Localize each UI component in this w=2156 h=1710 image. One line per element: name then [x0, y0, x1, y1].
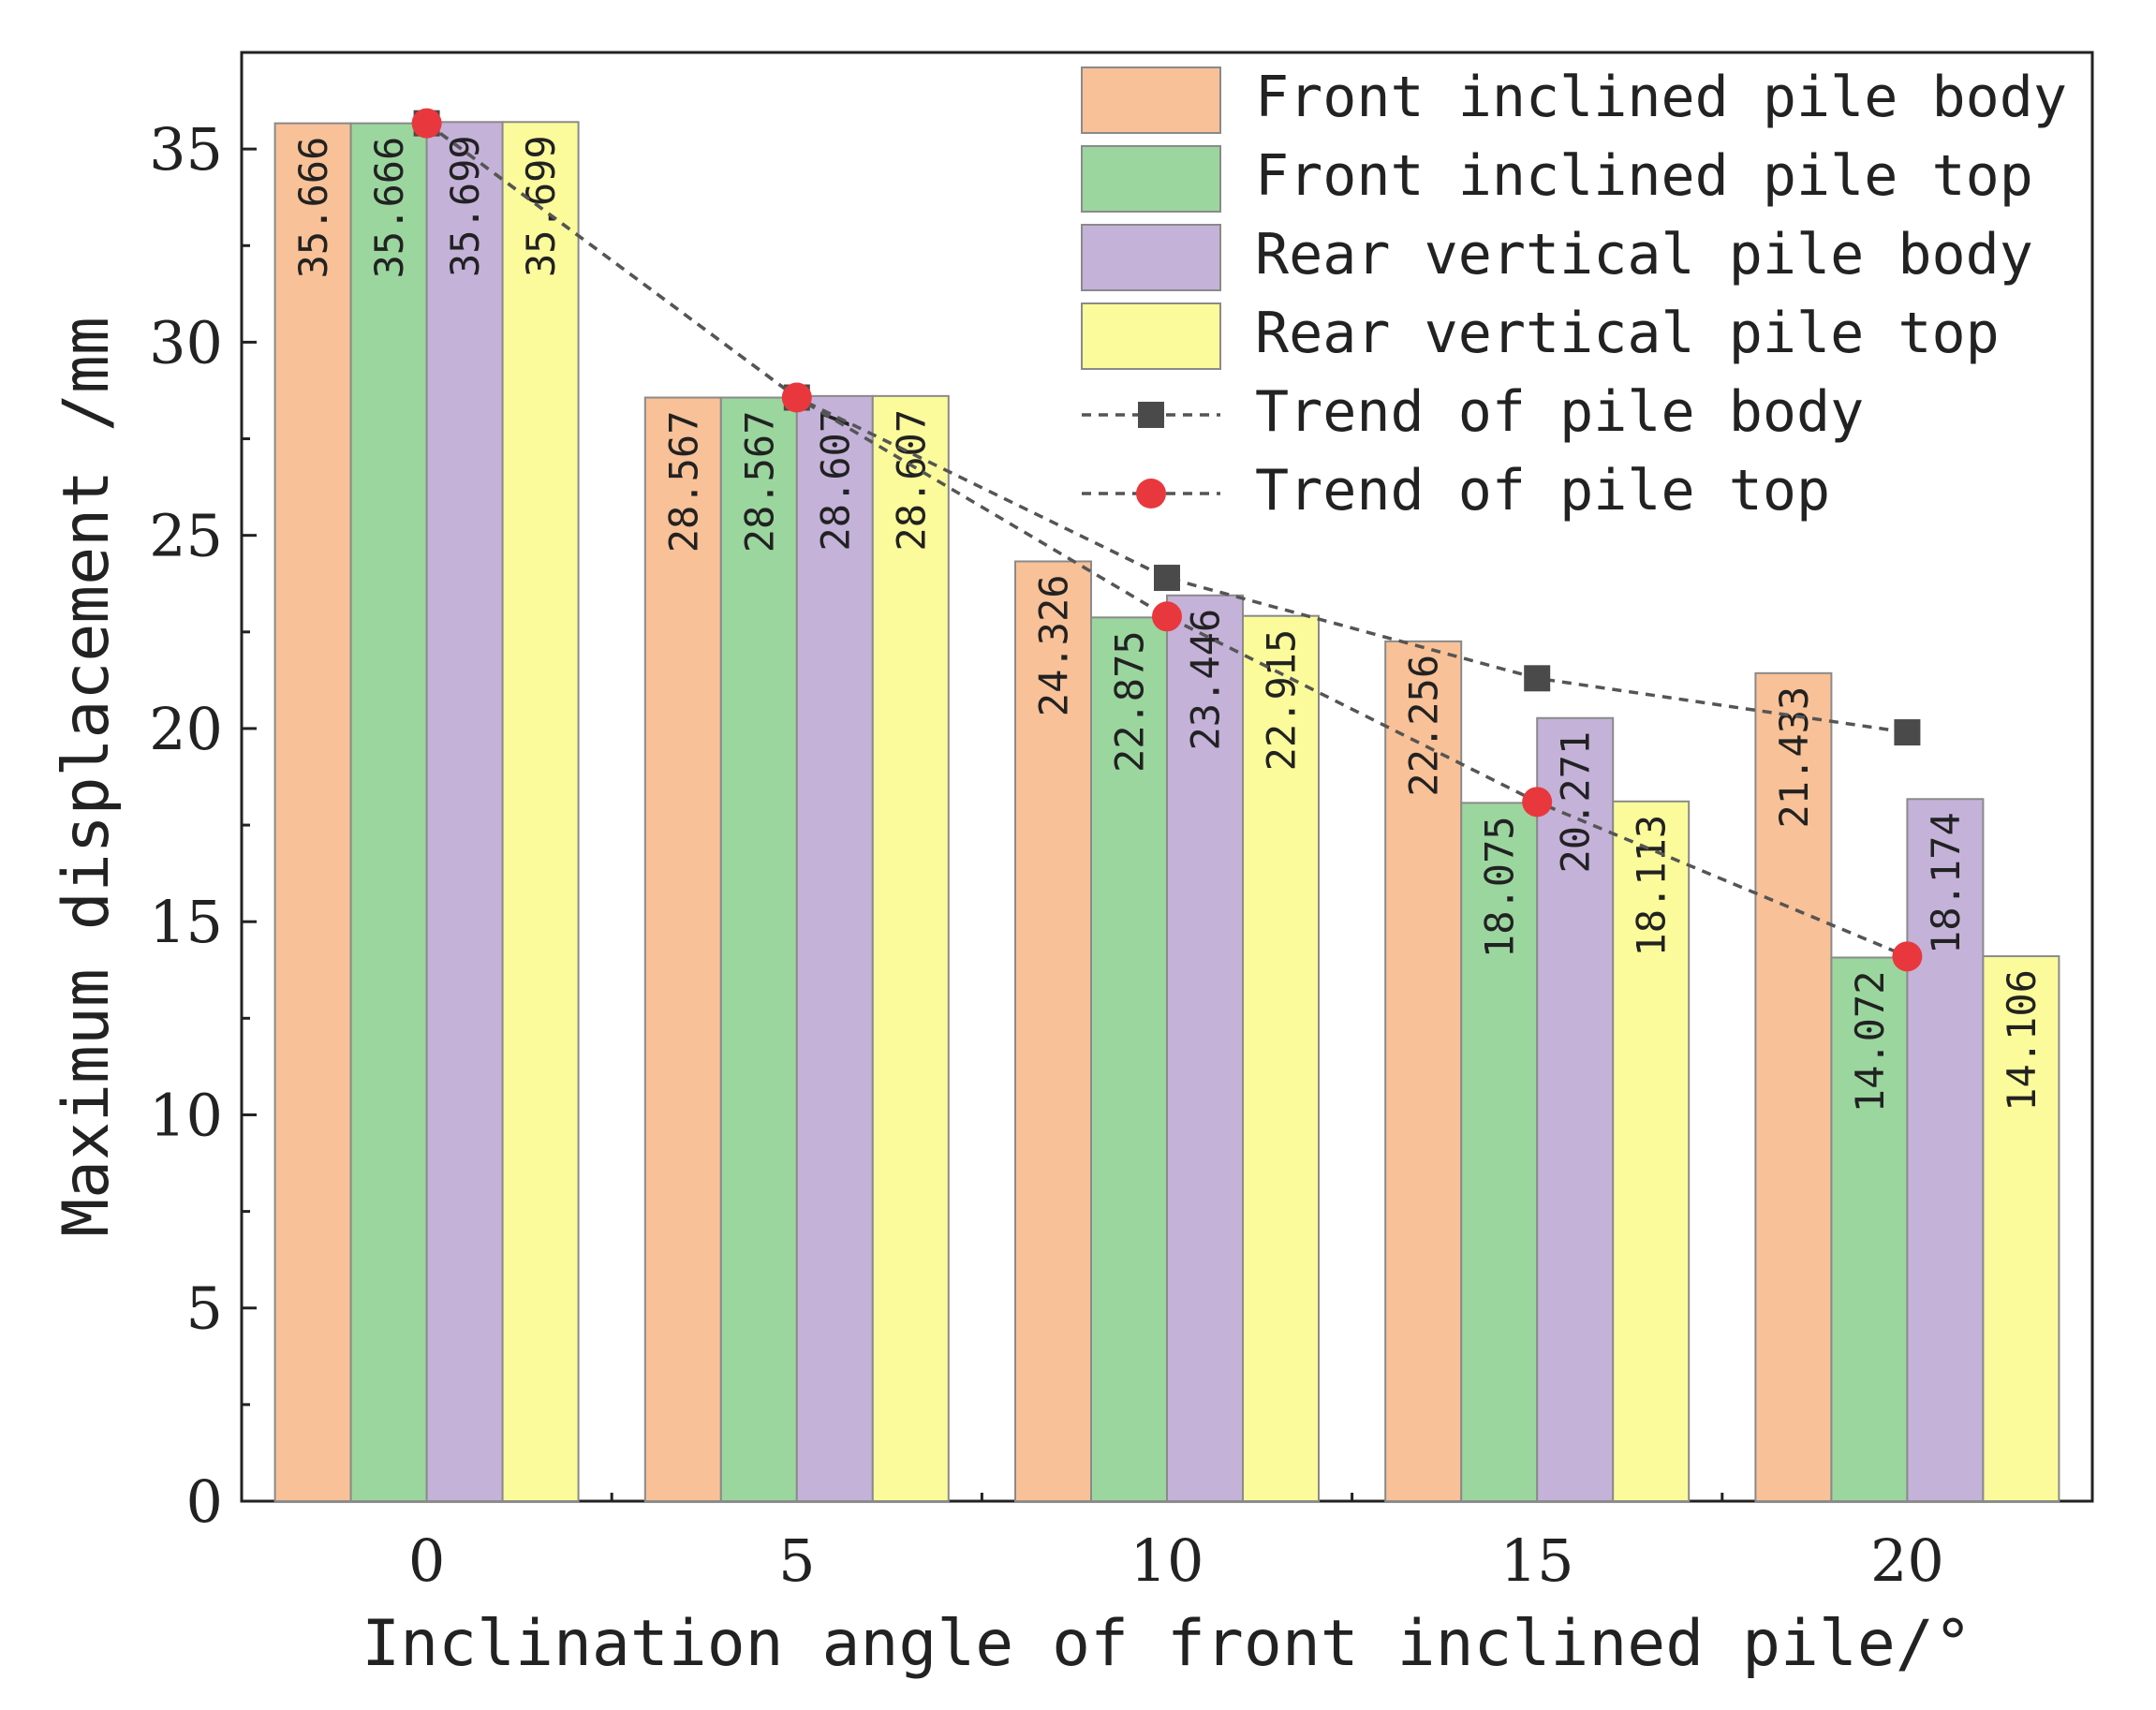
legend-label: Rear vertical pile top	[1255, 301, 2000, 366]
bar	[719, 396, 798, 1503]
x-axis-title: Inclination angle of front inclined pile…	[362, 1607, 1971, 1681]
bar	[1460, 802, 1539, 1502]
trend-marker-square	[1154, 565, 1180, 592]
bar	[1090, 616, 1168, 1502]
data-label: 22.256	[1401, 655, 1447, 797]
data-label: 23.446	[1183, 609, 1229, 751]
data-label: 22.875	[1107, 630, 1153, 773]
data-label: 24.326	[1031, 574, 1077, 716]
bar	[1754, 671, 1833, 1502]
legend-marker-circle	[1136, 479, 1166, 509]
bar	[643, 396, 722, 1503]
bar	[425, 121, 504, 1503]
data-label: 35.666	[366, 137, 412, 279]
bar	[1384, 640, 1463, 1502]
bar	[349, 122, 428, 1503]
bar	[795, 394, 874, 1503]
data-label: 18.113	[1629, 815, 1675, 957]
legend-label: Rear vertical pile body	[1255, 222, 2033, 287]
bar	[1014, 560, 1092, 1502]
bar	[871, 394, 950, 1503]
data-label: 35.666	[290, 137, 336, 279]
x-tick-label: 20	[1870, 1526, 1944, 1595]
bar	[1612, 800, 1691, 1502]
y-tick-label: 10	[149, 1081, 223, 1149]
data-label: 28.607	[888, 409, 934, 552]
data-label: 35.699	[442, 135, 488, 277]
bar	[273, 122, 352, 1503]
legend-label: Trend of pile body	[1255, 379, 1864, 445]
x-tick-label: 0	[408, 1526, 445, 1595]
y-tick-label: 35	[149, 115, 223, 184]
trend-marker-square	[1894, 719, 1921, 746]
y-tick-label: 20	[149, 695, 223, 763]
legend-swatch	[1081, 66, 1221, 134]
trend-marker-circle	[411, 108, 442, 139]
legend-swatch	[1081, 145, 1221, 213]
data-label: 22.915	[1259, 629, 1305, 772]
data-label: 20.271	[1553, 731, 1599, 874]
x-tick-label: 5	[778, 1526, 815, 1595]
y-tick-label: 30	[149, 308, 223, 376]
bar	[1242, 614, 1320, 1502]
data-label: 18.075	[1477, 816, 1523, 958]
data-label: 28.567	[660, 411, 706, 553]
bar	[1982, 955, 2060, 1502]
y-tick-label: 15	[149, 888, 223, 956]
trend-marker-circle	[1892, 941, 1923, 972]
data-label: 21.433	[1771, 686, 1817, 829]
data-label: 28.607	[812, 409, 858, 552]
data-label: 14.072	[1847, 970, 1893, 1113]
legend-swatch	[1081, 224, 1221, 291]
y-tick-label: 5	[186, 1275, 223, 1343]
data-label: 18.174	[1923, 812, 1969, 954]
trend-marker-square	[1524, 665, 1551, 692]
x-tick-label: 15	[1500, 1526, 1574, 1595]
bar	[1906, 798, 1985, 1502]
y-tick-label: 0	[186, 1467, 223, 1536]
bar	[501, 121, 580, 1503]
bar	[1536, 716, 1615, 1502]
trend-line	[425, 122, 1909, 958]
data-label: 28.567	[736, 411, 782, 553]
trend-marker-circle	[1522, 787, 1553, 818]
legend-label: Front inclined pile body	[1255, 65, 2067, 130]
y-axis-title: Maximum displacement /mm	[50, 317, 124, 1237]
trend-marker-circle	[1152, 601, 1182, 632]
bar	[1830, 956, 1909, 1502]
legend-marker-square	[1138, 402, 1164, 428]
bar	[1166, 594, 1244, 1502]
x-tick-label: 10	[1130, 1526, 1204, 1595]
data-label: 14.106	[1999, 969, 2045, 1112]
legend-swatch	[1081, 302, 1221, 370]
trend-marker-circle	[781, 382, 812, 413]
y-tick-label: 25	[149, 502, 223, 570]
legend-label: Trend of pile top	[1255, 458, 1830, 523]
legend-label: Front inclined pile top	[1255, 143, 2033, 209]
